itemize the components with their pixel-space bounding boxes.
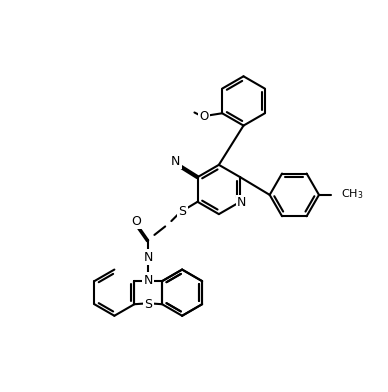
Text: N: N	[237, 196, 246, 209]
Text: CH$_3$: CH$_3$	[341, 187, 363, 201]
Text: N: N	[144, 274, 153, 287]
Text: O: O	[199, 110, 208, 123]
Text: O: O	[131, 215, 141, 228]
Text: S: S	[144, 298, 152, 312]
Text: N: N	[171, 154, 180, 167]
Text: S: S	[178, 205, 186, 218]
Text: N: N	[144, 251, 153, 264]
